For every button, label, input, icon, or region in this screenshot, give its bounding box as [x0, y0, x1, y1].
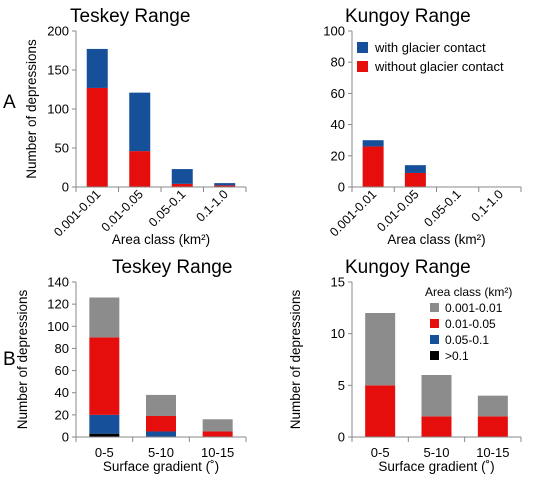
chart-panel-A-kungoy: Kungoy Range 0 20 40 60 80 100 0.001-0.010.01-0… — [323, 6, 522, 247]
x-axis-title: Surface gradient (˚) — [103, 459, 219, 474]
y-tick-label: 15 — [331, 275, 345, 290]
chart-panels: Teskey Range0501001502000.001-0.010.01-0… — [15, 6, 522, 474]
y-tick-label: 10 — [331, 326, 345, 341]
bar-0-01-0-05-0 — [89, 337, 120, 415]
x-tick-label: 0.001-0.01 — [327, 187, 379, 239]
legend-label: 0.05-0.1 — [445, 333, 489, 347]
legend-swatch — [357, 42, 368, 53]
chart-title: Teskey Range — [70, 6, 190, 27]
y-tick-label: 40 — [331, 117, 345, 132]
bar-with-glacier-contact-3 — [214, 183, 236, 186]
bar-0-05-0-1-1 — [146, 431, 176, 437]
y-tick-label: 200 — [47, 24, 69, 39]
bar-without-glacier-contact-3 — [214, 185, 236, 187]
legend: with glacier contact without glacier cont… — [357, 40, 504, 74]
bar-0-001-0-01-0 — [89, 297, 120, 338]
legend-swatch — [430, 319, 439, 328]
chart-panel-A-teskey: Teskey Range 0 50 100 150 200 0.001-0.010.01-0… — [24, 6, 247, 247]
bar-0-01-0-05-2 — [202, 431, 233, 437]
bar-0-01-0-05-1 — [421, 416, 452, 437]
x-axis-title: Surface gradient (˚) — [378, 459, 494, 474]
x-tick-label: 0.01-0.05 — [99, 187, 146, 234]
y-tick-label: 20 — [331, 148, 345, 163]
y-tick-label: 20 — [55, 407, 69, 422]
x-tick-label: 0.05-0.1 — [146, 187, 188, 229]
row-label-a: A — [3, 92, 16, 113]
bar-0-001-0-01-2 — [202, 419, 233, 432]
chart-title: Kungoy Range — [345, 6, 471, 27]
bar-0-05-0-1-0 — [89, 414, 120, 434]
x-tick-label: 5-10 — [423, 445, 449, 460]
bar-0-001-0-01-2 — [477, 395, 508, 417]
y-tick-label: 0 — [338, 430, 345, 445]
legend-swatch — [430, 335, 439, 344]
bar-without-glacier-contact-0 — [86, 87, 108, 187]
y-tick-label: 100 — [47, 102, 69, 117]
x-tick-label: 0.01-0.05 — [374, 187, 421, 234]
bar-with-glacier-contact-2 — [171, 169, 193, 184]
bar-without-glacier-contact-1 — [129, 151, 151, 187]
x-tick-label: 0.1-1.0 — [469, 187, 506, 224]
bar-without-glacier-contact-2 — [171, 183, 193, 187]
bar-0-01-0-05-0 — [365, 385, 396, 437]
x-axis-title: Area class (km²) — [387, 232, 485, 247]
row-label-b: B — [3, 349, 16, 370]
x-tick-label: 0-5 — [95, 445, 114, 460]
bar-without-glacier-contact-1 — [404, 172, 426, 187]
x-tick-label: 10-15 — [201, 445, 234, 460]
legend-label: 0.01-0.05 — [445, 317, 496, 331]
y-axis-title: Number of depressions — [24, 39, 39, 179]
y-tick-label: 60 — [55, 363, 69, 378]
y-axis-title: Number of depressions — [15, 289, 30, 429]
bar-with-glacier-contact-1 — [129, 92, 151, 152]
y-tick-label: 100 — [323, 24, 345, 39]
bar-0-001-0-01-1 — [146, 394, 176, 416]
bar-with-glacier-contact-0 — [362, 140, 384, 147]
y-axis-title: Number of depressions — [288, 289, 303, 429]
legend-label: >0.1 — [445, 349, 469, 363]
y-tick-label: 50 — [55, 141, 69, 156]
bar-0-001-0-01-1 — [421, 375, 452, 417]
legend-title: Area class (km²) — [425, 285, 512, 299]
chart-panel-B-teskey: Teskey Range 0 20 40 60 80 100 120 140 0-5 5-10 10-… — [15, 257, 247, 474]
y-tick-label: 0 — [62, 180, 69, 195]
bar-with-glacier-contact-1 — [404, 165, 426, 173]
x-axis-title: Area class (km²) — [112, 232, 210, 247]
y-tick-label: 0 — [338, 180, 345, 195]
bar-0-01-0-05-2 — [477, 416, 508, 437]
y-tick-label: 60 — [331, 86, 345, 101]
x-tick-label: 0.05-0.1 — [421, 187, 463, 229]
y-tick-label: 40 — [55, 385, 69, 400]
x-tick-label: 5-10 — [148, 445, 174, 460]
legend-label: with glacier contact — [374, 40, 486, 55]
y-tick-label: 5 — [338, 378, 345, 393]
y-tick-label: 80 — [331, 55, 345, 70]
legend-swatch — [357, 61, 368, 72]
bar-with-glacier-contact-0 — [86, 48, 108, 88]
x-tick-label: 0-5 — [371, 445, 390, 460]
legend-swatch — [430, 303, 439, 312]
legend-label: without glacier contact — [374, 59, 504, 74]
x-tick-label: 0.1-1.0 — [193, 187, 230, 224]
chart-title: Teskey Range — [112, 257, 232, 278]
y-tick-label: 150 — [47, 63, 69, 78]
bar-without-glacier-contact-0 — [362, 146, 384, 187]
bar-0-1-0 — [89, 433, 120, 437]
y-tick-label: 120 — [47, 297, 69, 312]
y-tick-label: 80 — [55, 341, 69, 356]
x-tick-label: 10-15 — [476, 445, 509, 460]
x-tick-label: 0.001-0.01 — [51, 187, 103, 239]
bar-0-001-0-01-0 — [365, 313, 396, 386]
y-tick-label: 0 — [62, 430, 69, 445]
bar-0-01-0-05-1 — [146, 415, 176, 432]
chart-title: Kungoy Range — [345, 257, 471, 278]
legend-label: 0.001-0.01 — [445, 301, 503, 315]
y-tick-label: 140 — [47, 275, 69, 290]
y-tick-label: 100 — [47, 319, 69, 334]
legend: Area class (km²) 0.001-0.01 0.01-0.05 0.05-… — [425, 285, 512, 363]
legend-swatch — [430, 351, 439, 360]
